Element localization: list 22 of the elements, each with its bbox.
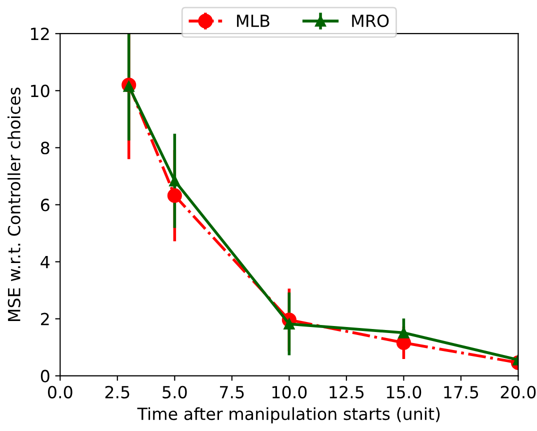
y-axis-title: MSE w.r.t. Controller choices xyxy=(8,88,20,322)
x-tick-label: 0.0 xyxy=(48,386,72,398)
x-tick-label: 17.5 xyxy=(444,386,478,398)
x-tick-label: 10.0 xyxy=(272,386,307,398)
y-tick-label: 10 xyxy=(31,84,50,98)
x-tick-label: 12.5 xyxy=(330,386,364,398)
legend-label: MRO xyxy=(352,14,389,28)
y-tick-label: 0 xyxy=(40,370,50,382)
x-tick-label: 15.0 xyxy=(386,386,422,398)
x-tick-label: 5.0 xyxy=(162,386,187,398)
y-tick-label: 8 xyxy=(40,142,50,154)
legend-label: MLB xyxy=(237,14,270,27)
y-tick-label: 6 xyxy=(40,198,50,212)
x-axis-title: Time after manipulation starts (unit) xyxy=(137,407,440,424)
x-tick-label: 20.0 xyxy=(500,386,536,398)
x-tick-label: 7.5 xyxy=(220,386,244,398)
y-tick-label: 2 xyxy=(41,312,49,326)
y-tick-label: 12 xyxy=(31,28,49,40)
x-tick-label: 2.5 xyxy=(105,386,130,398)
point xyxy=(167,188,182,203)
point xyxy=(398,327,410,338)
y-tick-label: 4 xyxy=(40,256,50,268)
